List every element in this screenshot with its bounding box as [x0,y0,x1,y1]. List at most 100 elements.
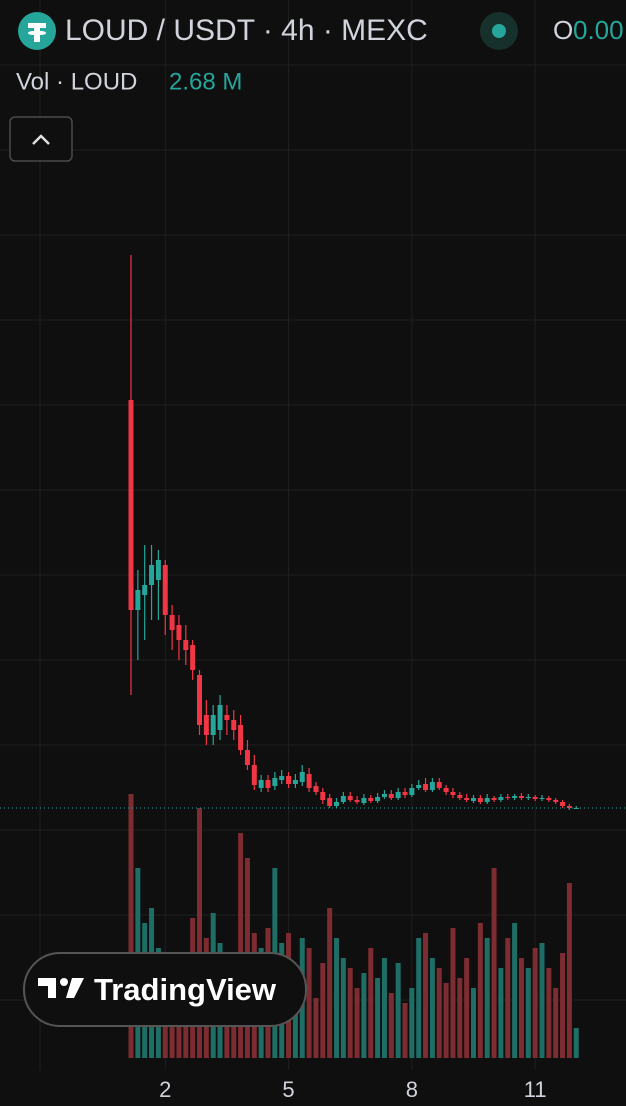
volume-bar [313,998,319,1058]
candle-body [539,798,545,799]
x-tick-label: 5 [282,1077,294,1102]
candle-body [566,806,572,808]
candle-body [395,792,401,798]
volume-bar [464,958,470,1058]
volume-bar [409,988,415,1058]
candle-body [423,784,429,790]
candle-body [286,776,292,784]
volume-bar [238,833,244,1058]
candle-body [265,780,271,788]
candle-body [532,797,538,799]
volume-bar [477,923,483,1058]
volume-bar [334,938,339,1058]
candle-body [450,792,456,795]
candle-body [251,765,257,785]
candle-body [306,774,312,788]
candle-body [512,796,518,798]
candle-body [217,705,223,730]
candle-body [429,782,435,790]
volume-bar [327,908,333,1058]
candle-body [176,625,182,640]
candle-body [409,788,415,795]
candle-body [457,795,463,798]
candle-body [354,800,360,802]
volume-bar [361,973,367,1058]
volume-bar [505,938,511,1058]
candle-body [238,725,244,750]
candle-body [142,585,148,595]
volume-bar [471,988,476,1058]
candle-body [272,778,278,786]
volume-bar [560,953,566,1058]
candle-body [416,785,422,788]
volume-bar [306,948,312,1058]
candle-body [381,794,387,797]
candle-body [128,400,134,610]
volume-bar [368,948,374,1058]
volume-bar [395,963,401,1058]
collapse-icon [32,134,50,145]
volume-label[interactable]: Vol · LOUD [16,68,137,95]
candle-body [231,720,237,730]
candle-body [402,792,408,795]
volume-bar [518,958,524,1058]
volume-bar [484,938,490,1058]
volume-bar [320,963,326,1058]
candle-body [135,590,141,610]
candle-body [388,794,394,798]
candle-body [477,798,483,802]
volume-bar [566,883,572,1058]
volume-bar [416,938,422,1058]
volume-bar [354,988,360,1058]
candle-body [443,788,449,792]
volume-bar [375,978,381,1058]
candle-body [155,560,161,580]
watermark-logo-dot [60,978,68,986]
volume-bar [498,968,504,1058]
candle-body [505,797,511,798]
volume-bar [546,968,552,1058]
candle-body [313,786,319,792]
volume-bar [491,868,497,1058]
candle-body [347,796,353,800]
collapse-button[interactable] [9,116,73,162]
candle-body [546,798,552,800]
watermark-logo [38,978,84,998]
volume-bar [525,968,531,1058]
candle-body [162,565,168,615]
candle-body [518,796,524,798]
candle-body [183,640,189,650]
watermark-text: TradingView [94,972,277,1007]
candle-body [210,715,216,735]
candle-body [292,780,298,784]
volume-value: 2.68 M [169,68,242,95]
volume-bar [450,928,456,1058]
candle-body [498,797,504,800]
volume-bar [340,958,346,1058]
volume-bar [197,808,202,1058]
volume-bar [532,948,538,1058]
candle-body [484,798,490,802]
volume-bar [573,1028,579,1058]
volume-bar [423,933,429,1058]
volume-bar [292,983,298,1058]
volume-bar [402,1003,408,1058]
volume-bar [347,968,353,1058]
candle-body [340,796,346,802]
candle-body [471,798,476,801]
candle-body [464,798,470,800]
volume-bar [429,958,435,1058]
volume-bar [436,968,442,1058]
symbol-title[interactable]: LOUD / USDT · 4h · MEXC [65,14,428,47]
volume-bar [457,978,463,1058]
candle-body [553,800,559,802]
candle-body [327,798,333,806]
watermark-badge[interactable] [23,952,307,1027]
volume-bar [443,983,449,1058]
candle-body [279,776,285,780]
market-status-dot [492,24,506,38]
candle-body [244,750,250,765]
candle-body [169,615,175,630]
